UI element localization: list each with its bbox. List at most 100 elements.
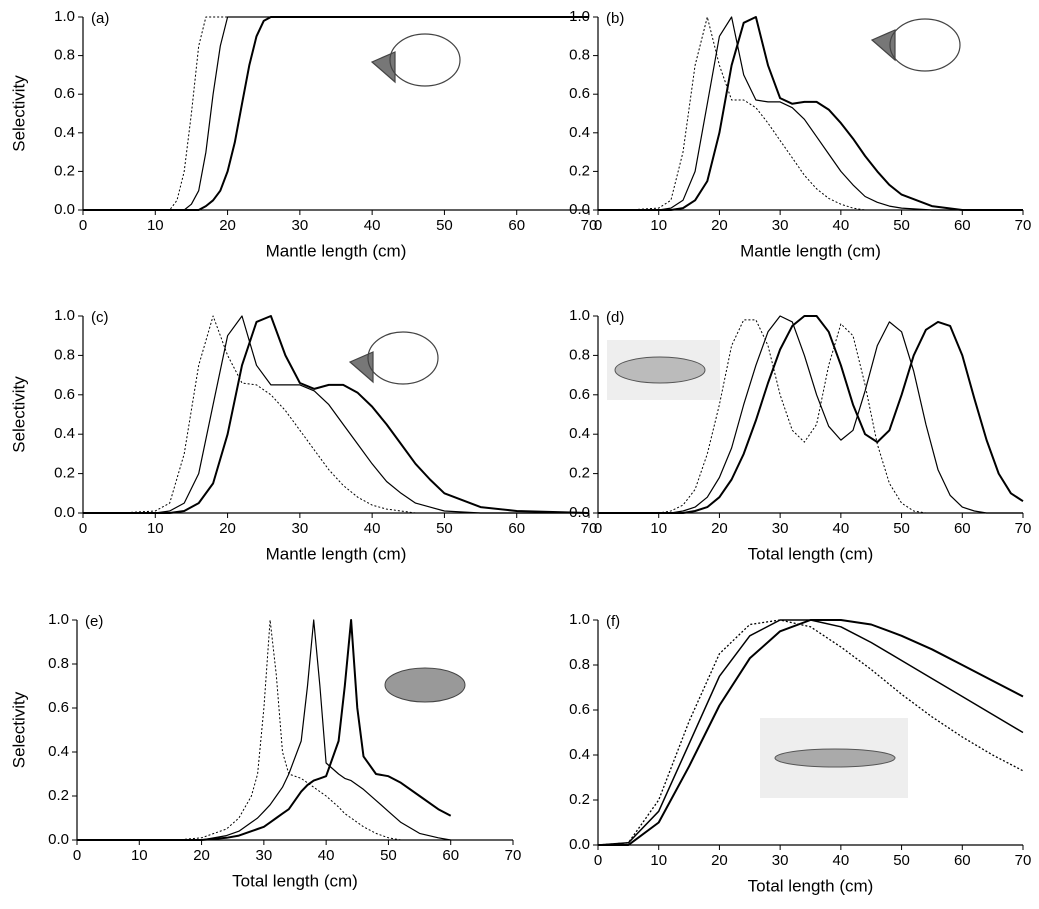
y-tick-label: 0.4 [54,124,75,141]
x-tick-label: 0 [594,217,602,234]
y-axis-label: Selectivity [9,75,28,152]
selectivity-curve [598,315,1024,514]
x-tick-label: 70 [1015,852,1032,869]
x-tick-label: 70 [1015,520,1032,537]
y-tick-label: 1.0 [569,611,590,628]
x-axis-label: Total length (cm) [232,871,358,890]
x-tick-label: 10 [147,520,164,537]
y-tick-label: 0.4 [48,743,69,760]
x-axis-label: Mantle length (cm) [266,241,407,260]
x-tick-label: 60 [508,520,525,537]
y-tick-label: 0.6 [48,699,69,716]
fish-illustration [384,340,908,798]
x-tick-label: 40 [318,847,335,864]
selectivity-curve [83,315,589,514]
x-tick-label: 30 [292,520,309,537]
y-tick-label: 0.6 [569,85,590,102]
x-tick-label: 50 [893,520,910,537]
y-tick-label: 0.8 [569,47,590,64]
x-tick-label: 60 [954,520,971,537]
x-axis-label: Mantle length (cm) [740,241,881,260]
x-tick-label: 0 [73,847,81,864]
y-tick-label: 0.0 [569,201,590,218]
selectivity-curve [597,619,1024,846]
panel-label: (c) [91,309,109,326]
y-tick-label: 1.0 [48,611,69,628]
x-tick-label: 20 [711,852,728,869]
y-tick-label: 0.8 [54,346,75,363]
selectivity-curve [77,619,451,841]
y-tick-label: 0.6 [54,85,75,102]
x-tick-label: 10 [147,217,164,234]
selectivity-curve [83,16,589,211]
x-tick-label: 40 [364,217,381,234]
x-tick-label: 50 [436,520,453,537]
panel-label: (b) [606,10,624,27]
x-tick-label: 70 [1015,217,1032,234]
x-tick-label: 0 [79,217,87,234]
selectivity-curve [83,16,589,211]
panel-label: (e) [85,613,103,630]
x-axis-label: Total length (cm) [748,876,874,895]
selectivity-curve [83,16,589,211]
x-tick-label: 0 [79,520,87,537]
selectivity-curve [77,619,451,841]
x-tick-label: 50 [436,217,453,234]
x-tick-label: 30 [772,217,789,234]
x-tick-label: 30 [772,520,789,537]
y-tick-label: 0.6 [54,386,75,403]
x-tick-label: 50 [893,852,910,869]
x-tick-label: 70 [581,520,598,537]
x-tick-label: 20 [711,217,728,234]
y-tick-label: 1.0 [569,307,590,324]
x-tick-label: 10 [131,847,148,864]
selectivity-curve [77,619,452,841]
x-tick-label: 10 [650,217,667,234]
y-tick-label: 0.6 [569,386,590,403]
y-tick-label: 0.0 [48,831,69,848]
x-tick-label: 0 [594,520,602,537]
x-tick-label: 40 [833,520,850,537]
y-tick-label: 0.4 [569,425,590,442]
y-tick-label: 0.2 [48,787,69,804]
x-tick-label: 10 [650,852,667,869]
panel-label: (d) [606,309,624,326]
selectivity-curve [83,315,589,514]
y-tick-label: 0.2 [569,791,590,808]
y-tick-label: 1.0 [54,8,75,25]
y-tick-label: 0.0 [54,201,75,218]
y-tick-label: 0.4 [569,124,590,141]
squid-illustration [348,18,961,385]
selectivity-curve [83,315,590,514]
y-tick-label: 0.0 [569,504,590,521]
y-tick-label: 0.0 [569,836,590,853]
x-tick-label: 70 [581,217,598,234]
y-tick-label: 0.2 [54,162,75,179]
x-tick-label: 60 [508,217,525,234]
y-tick-label: 1.0 [569,8,590,25]
y-tick-label: 0.6 [569,701,590,718]
selectivity-curve [598,16,1023,211]
x-tick-label: 50 [380,847,397,864]
y-tick-label: 0.0 [54,504,75,521]
x-tick-label: 30 [256,847,273,864]
x-tick-label: 40 [364,520,381,537]
x-tick-label: 50 [893,217,910,234]
y-tick-label: 0.8 [569,656,590,673]
x-tick-label: 20 [193,847,210,864]
x-axis-label: Total length (cm) [748,544,874,563]
x-tick-label: 20 [219,217,236,234]
x-tick-label: 40 [833,852,850,869]
x-tick-label: 30 [772,852,789,869]
y-tick-label: 0.8 [569,346,590,363]
y-tick-label: 0.2 [569,162,590,179]
x-tick-label: 20 [711,520,728,537]
selectivity-curve [598,319,1023,514]
x-tick-label: 70 [505,847,522,864]
x-tick-label: 60 [954,217,971,234]
y-tick-label: 0.2 [569,465,590,482]
y-tick-label: 0.4 [54,425,75,442]
x-tick-label: 20 [219,520,236,537]
panel-label: (a) [91,10,109,27]
